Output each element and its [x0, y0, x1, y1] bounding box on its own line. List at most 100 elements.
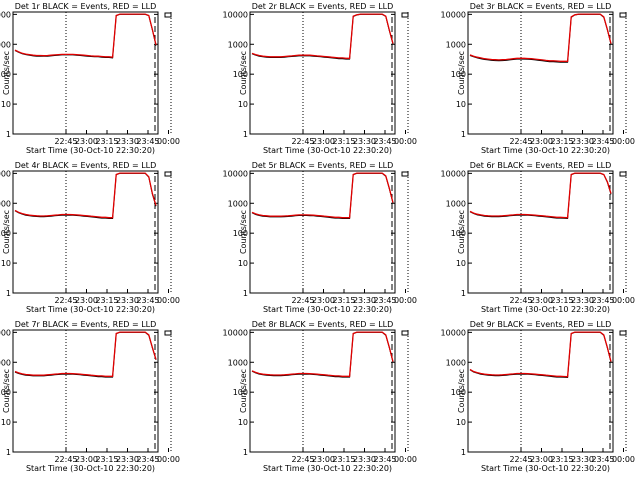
x-tick-label: 23:15	[95, 455, 118, 464]
y-tick-label: 10000	[0, 169, 11, 178]
chart-panel-5: Det 5r BLACK = Events, RED = LLD 1 10 100 10…	[223, 161, 417, 314]
y-axis-label: Counts/sec	[239, 210, 248, 254]
y-tick-label: 100	[0, 388, 11, 397]
y-axis-label: Counts/sec	[2, 51, 11, 95]
chart-panel-3: Det 3r BLACK = Events, RED = LLD 1 10 100 10…	[441, 2, 635, 155]
y-tick-label: 10000	[441, 10, 466, 19]
x-tick-label: 23:15	[95, 137, 118, 146]
y-tick-label: 1000	[0, 358, 11, 367]
lld-series-line	[251, 172, 394, 219]
chart-title: Det 8r BLACK = Events, RED = LLD	[252, 320, 394, 329]
x-axis-label: Start Time (30-Oct-10 22:30:20)	[481, 464, 610, 473]
y-tick-label: 1	[461, 130, 466, 139]
plot-frame	[249, 11, 396, 135]
x-axis-label: Start Time (30-Oct-10 22:30:20)	[481, 305, 610, 314]
y-axis-label: Counts/sec	[457, 369, 466, 413]
x-tick-label: 23:30	[353, 137, 376, 146]
lld-series-line	[251, 331, 394, 377]
y-tick-label: 1	[6, 448, 11, 457]
x-tick-label: 23:15	[550, 296, 573, 305]
x-tick-label: 22:45	[54, 296, 77, 305]
y-axis-label: Counts/sec	[457, 210, 466, 254]
events-series-line	[469, 172, 612, 220]
x-tick-label: 23:00	[75, 455, 98, 464]
x-tick-label: 00:00	[394, 137, 417, 146]
events-series-line	[14, 331, 157, 378]
attenuator-marker	[164, 171, 172, 177]
x-tick-label: 23:30	[571, 137, 594, 146]
y-tick-label: 1000	[0, 40, 11, 49]
x-tick-label: 00:00	[157, 137, 180, 146]
y-tick-label: 1	[6, 289, 11, 298]
y-tick-label: 10	[1, 259, 11, 268]
x-tick-label: 23:15	[332, 455, 355, 464]
y-tick-label: 1	[243, 130, 248, 139]
x-tick-label: 22:45	[291, 296, 314, 305]
chart-panel-6: Det 6r BLACK = Events, RED = LLD 1 10 100 10…	[441, 161, 635, 314]
y-tick-label: 100	[233, 70, 248, 79]
plot-frame	[467, 11, 614, 135]
x-tick-label: 23:45	[591, 137, 614, 146]
events-series-line	[251, 172, 394, 219]
chart-panel-9: Det 9r BLACK = Events, RED = LLD 1 10 100 10…	[441, 320, 635, 473]
x-tick-label: 22:45	[291, 137, 314, 146]
plot-frame	[249, 170, 396, 294]
x-tick-label: 00:00	[394, 296, 417, 305]
y-tick-label: 1	[461, 448, 466, 457]
y-tick-label: 1000	[0, 199, 11, 208]
attenuator-marker	[401, 12, 409, 18]
x-tick-label: 23:45	[591, 455, 614, 464]
x-tick-label: 23:30	[353, 455, 376, 464]
y-tick-label: 1	[6, 130, 11, 139]
x-tick-label: 23:30	[353, 296, 376, 305]
x-tick-label: 23:00	[75, 137, 98, 146]
x-axis-label: Start Time (30-Oct-10 22:30:20)	[263, 305, 392, 314]
chart-title: Det 5r BLACK = Events, RED = LLD	[252, 161, 394, 170]
y-tick-label: 10	[456, 418, 466, 427]
x-tick-label: 22:45	[291, 455, 314, 464]
lld-series-line	[469, 331, 612, 378]
lld-series-line	[14, 172, 157, 219]
x-axis-label: Start Time (30-Oct-10 22:30:20)	[263, 146, 392, 155]
lld-series-line	[469, 172, 612, 219]
chart-panel-8: Det 8r BLACK = Events, RED = LLD 1 10 100 10…	[223, 320, 417, 473]
y-axis-label: Counts/sec	[239, 51, 248, 95]
lld-series-line	[469, 13, 612, 62]
x-tick-label: 23:15	[95, 296, 118, 305]
chart-title: Det 7r BLACK = Events, RED = LLD	[15, 320, 157, 329]
y-tick-label: 10000	[0, 328, 11, 337]
y-tick-label: 1	[243, 448, 248, 457]
x-tick-label: 22:45	[54, 455, 77, 464]
x-tick-label: 23:45	[373, 455, 396, 464]
x-tick-label: 23:45	[136, 296, 159, 305]
y-tick-label: 10	[238, 100, 248, 109]
attenuator-marker	[401, 330, 409, 336]
events-series-line	[469, 13, 612, 63]
chart-title: Det 1r BLACK = Events, RED = LLD	[15, 2, 157, 11]
x-tick-label: 23:45	[373, 137, 396, 146]
events-series-line	[469, 331, 612, 379]
x-tick-label: 23:00	[75, 296, 98, 305]
chart-title: Det 3r BLACK = Events, RED = LLD	[470, 2, 612, 11]
x-tick-label: 23:00	[530, 455, 553, 464]
plot-frame	[12, 329, 159, 453]
y-tick-label: 100	[0, 70, 11, 79]
y-axis-label: Counts/sec	[2, 210, 11, 254]
x-tick-label: 22:45	[509, 137, 532, 146]
x-tick-label: 23:15	[550, 455, 573, 464]
chart-title: Det 9r BLACK = Events, RED = LLD	[470, 320, 612, 329]
x-tick-label: 23:00	[312, 296, 335, 305]
y-tick-label: 100	[233, 229, 248, 238]
y-tick-label: 10000	[223, 169, 248, 178]
plot-frame	[249, 329, 396, 453]
x-tick-label: 23:00	[530, 296, 553, 305]
y-tick-label: 10	[1, 418, 11, 427]
x-tick-label: 00:00	[612, 455, 635, 464]
events-series-line	[251, 13, 394, 60]
x-tick-label: 23:45	[591, 296, 614, 305]
x-axis-label: Start Time (30-Oct-10 22:30:20)	[481, 146, 610, 155]
plot-frame	[467, 170, 614, 294]
x-tick-label: 23:30	[571, 296, 594, 305]
events-series-line	[14, 172, 157, 219]
